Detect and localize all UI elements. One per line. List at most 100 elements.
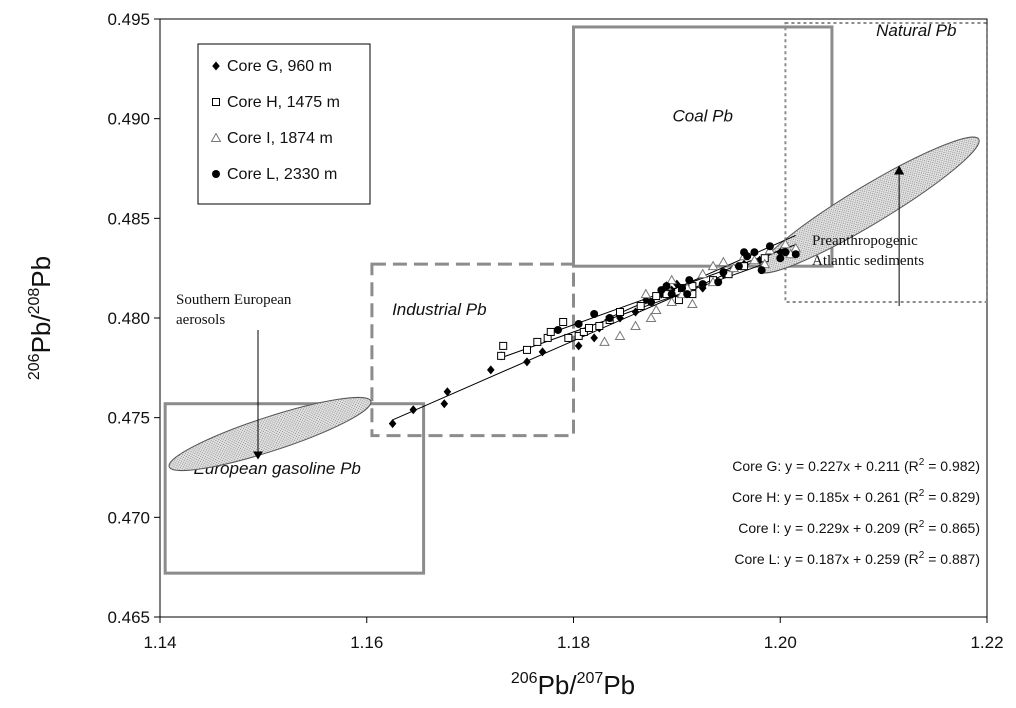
ellipse-label: aerosols [176, 312, 225, 328]
data-point [636, 302, 645, 311]
data-point [640, 288, 652, 299]
ellipse-label: Preanthropogenic [812, 233, 918, 249]
data-point [499, 341, 508, 350]
data-point [538, 347, 547, 357]
data-point [650, 304, 662, 315]
legend-marker [212, 61, 220, 71]
legend-label: Core I, 1874 m [227, 130, 333, 147]
data-point [440, 399, 449, 409]
data-point [590, 333, 598, 343]
ellipse-label: Atlantic sediments [812, 253, 924, 269]
x-label-sup2: 207 [577, 670, 604, 687]
down-arrow-marker [253, 451, 263, 460]
data-point [553, 325, 562, 334]
x-tick-label: 1.18 [557, 633, 590, 652]
data-point [443, 387, 452, 397]
data-point [409, 405, 418, 415]
y-axis-ticks: 0.465 0.470 0.475 0.480 0.485 0.490 0.495 [107, 10, 160, 627]
legend-label: Core G, 960 m [227, 58, 332, 75]
data-point [687, 298, 698, 309]
data-point [791, 250, 800, 259]
data-point [707, 260, 719, 271]
y-label-base2: Pb [26, 256, 56, 288]
x-tick-label: 1.22 [970, 633, 1003, 652]
data-point [546, 327, 555, 336]
data-point [666, 274, 678, 285]
data-point [714, 278, 723, 287]
data-point [388, 419, 397, 429]
y-label-sup2: 208 [26, 288, 43, 315]
data-point [734, 262, 743, 271]
legend-label: Core L, 2330 m [227, 166, 337, 183]
y-tick-label: 0.470 [107, 508, 150, 527]
legend-box [197, 43, 371, 205]
data-point [599, 336, 610, 346]
y-tick-label: 0.485 [107, 209, 150, 228]
ellipse-label: Southern European [176, 292, 292, 308]
legend-label: Core H, 1475 m [227, 94, 340, 111]
ellipse-region [168, 396, 372, 472]
data-point [718, 256, 729, 267]
y-label-base1: Pb [26, 322, 56, 354]
equation-block: Core G: y = 0.227x + 0.211 (R2 = 0.982) C… [732, 457, 980, 567]
legend-marker [212, 98, 220, 106]
data-point [780, 238, 791, 249]
data-point [564, 333, 573, 342]
x-axis-label: 206Pb/207Pb [511, 670, 635, 700]
data-point [645, 312, 657, 322]
y-tick-label: 0.475 [107, 409, 150, 428]
x-tick-label: 1.14 [143, 633, 176, 652]
data-point [522, 345, 531, 354]
y-label-sup1: 206 [26, 353, 43, 380]
data-point [776, 247, 785, 257]
trend-line [392, 247, 786, 421]
data-point [616, 308, 625, 317]
data-point [666, 296, 678, 307]
data-point [662, 282, 671, 291]
data-point [574, 319, 583, 328]
data-point [740, 248, 749, 257]
data-point [523, 357, 531, 367]
y-tick-label: 0.495 [107, 10, 150, 29]
data-point [697, 268, 709, 279]
svg-text:206Pb/208Pb: 206Pb/208Pb [26, 256, 56, 380]
data-point [749, 254, 760, 265]
data-point [614, 330, 626, 340]
ellipse-layer: Southern European aerosols Preanthropogeni… [168, 136, 980, 472]
region-label: European gasoline Pb [194, 459, 361, 478]
regression-equation: Core H: y = 0.185x + 0.261 (R2 = 0.829) [732, 488, 980, 505]
regression-equation: Core G: y = 0.227x + 0.211 (R2 = 0.982) [732, 457, 980, 474]
data-point [605, 314, 614, 322]
data-point [647, 298, 656, 307]
x-axis-ticks: 1.14 1.16 1.18 1.20 1.22 [143, 617, 1004, 652]
data-point [559, 317, 568, 326]
svg-text:206Pb/207Pb: 206Pb/207Pb [511, 670, 635, 700]
x-label-base2: Pb [603, 670, 635, 700]
legend: Core G, 960 m Core H, 1475 m Core I, 1874 … [197, 43, 371, 205]
region-label: Industrial Pb [392, 300, 487, 319]
y-tick-label: 0.490 [107, 110, 150, 129]
data-point [765, 242, 774, 251]
regression-equation: Core I: y = 0.229x + 0.209 (R2 = 0.865) [738, 519, 980, 536]
region-box [163, 402, 426, 575]
data-point [678, 284, 687, 293]
data-point [595, 321, 604, 330]
region-box [572, 25, 834, 268]
data-point [497, 351, 506, 360]
region-label: Natural Pb [876, 21, 956, 40]
data-point [652, 292, 661, 301]
data-point [487, 365, 495, 375]
data-point [750, 248, 759, 257]
y-tick-label: 0.480 [107, 309, 150, 328]
data-point [683, 290, 692, 299]
region-box [370, 262, 576, 438]
data-point [685, 276, 694, 285]
x-tick-label: 1.20 [764, 633, 797, 652]
data-point [781, 248, 790, 257]
up-arrow-marker [894, 165, 905, 175]
data-point [776, 254, 785, 263]
y-axis-label: 206Pb/208Pb [26, 256, 56, 380]
data-point [698, 280, 707, 289]
region-label: Coal Pb [672, 106, 732, 125]
data-point [533, 337, 542, 346]
